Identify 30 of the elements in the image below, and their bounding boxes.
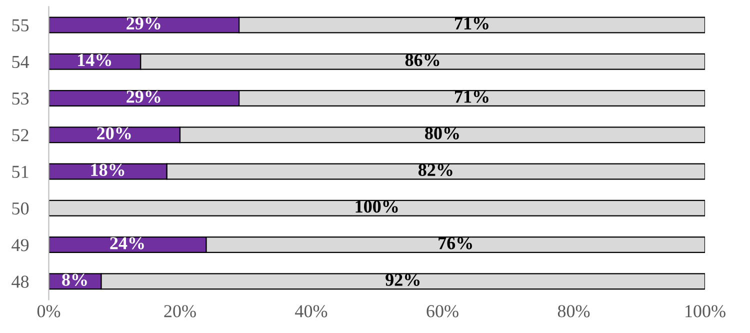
- y-tick-label: 51: [12, 166, 28, 178]
- y-tick-label: 53: [12, 92, 29, 105]
- x-tick-label: 60%: [426, 305, 458, 318]
- x-tick-label: 40%: [295, 305, 328, 318]
- data-label: 29%: [126, 90, 160, 103]
- data-label: 29%: [126, 17, 160, 30]
- data-label: 8%: [62, 274, 87, 286]
- y-tick-label: 54: [12, 56, 30, 68]
- x-tick-label: 20%: [164, 305, 196, 318]
- y-tick-label: 52: [12, 129, 28, 142]
- data-label: 24%: [110, 237, 144, 250]
- x-tick-label: 0%: [37, 305, 60, 318]
- data-label: 18%: [91, 164, 124, 176]
- bar: [48, 200, 705, 216]
- data-label: 100%: [356, 200, 398, 213]
- data-label: 86%: [405, 54, 440, 66]
- y-tick-label: 50: [12, 202, 29, 215]
- data-label: 82%: [418, 164, 452, 176]
- x-tick-label: 100%: [686, 305, 726, 318]
- data-label: 71%: [455, 90, 488, 103]
- data-label: 76%: [438, 237, 472, 250]
- data-label: 20%: [97, 127, 131, 140]
- data-label: 80%: [425, 127, 459, 140]
- data-label: 71%: [455, 17, 488, 30]
- data-label: 14%: [78, 54, 112, 66]
- data-label: 92%: [386, 274, 420, 286]
- y-tick-label: 48: [12, 276, 29, 288]
- x-tick-label: 80%: [558, 305, 590, 318]
- y-tick-label: 49: [12, 239, 29, 252]
- y-tick-label: 55: [12, 19, 29, 32]
